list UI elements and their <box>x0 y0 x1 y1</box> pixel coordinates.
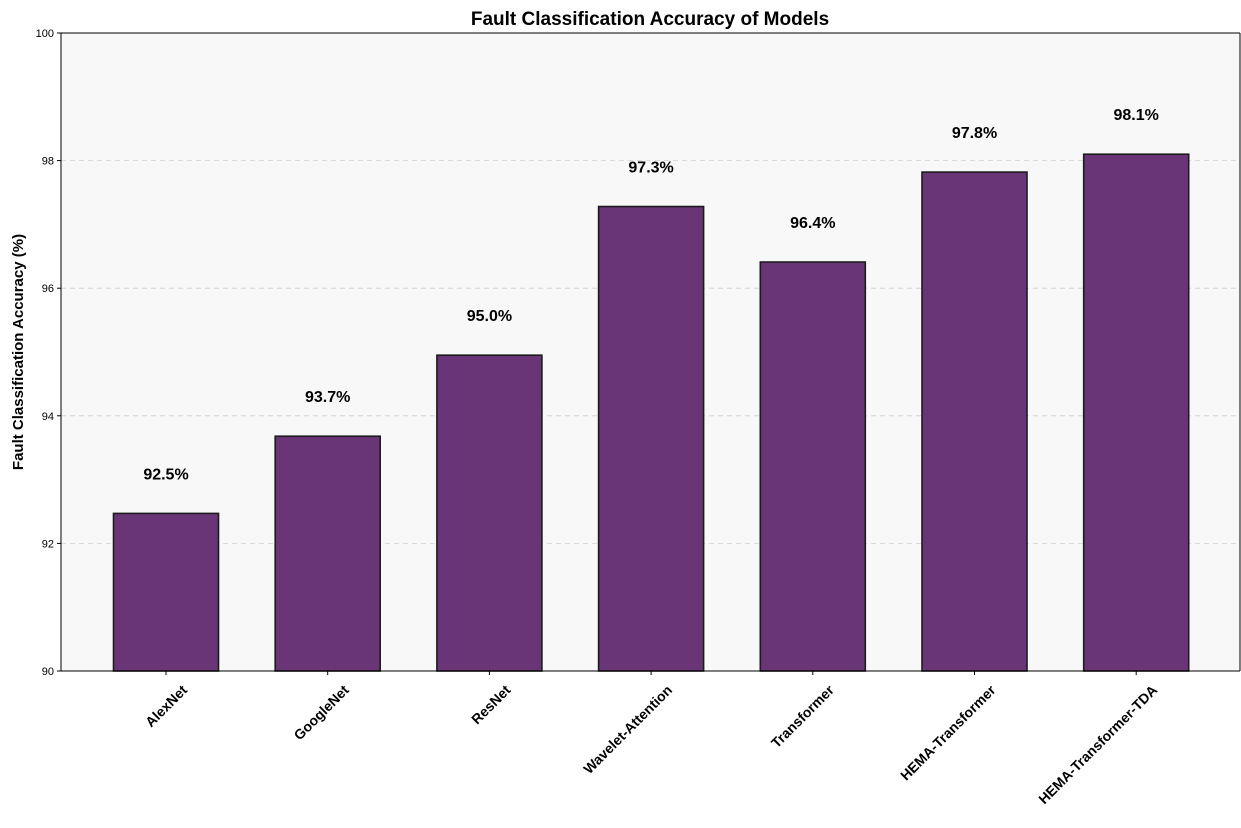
y-tick-label: 94 <box>42 411 54 423</box>
y-ticks: 90 92 94 96 98 100 <box>36 28 61 678</box>
bar <box>1082 153 1190 672</box>
bar <box>597 205 705 672</box>
data-label: 97.8% <box>952 125 997 142</box>
y-tick-label: 98 <box>42 156 54 168</box>
bar <box>759 261 867 672</box>
data-label: 96.4% <box>790 215 835 232</box>
data-label: 95.0% <box>467 308 512 325</box>
data-label: 98.1% <box>1114 107 1159 124</box>
y-tick-label: 100 <box>36 28 54 40</box>
y-tick-label: 90 <box>42 666 54 678</box>
data-label: 93.7% <box>305 389 350 406</box>
chart-title: Fault Classification Accuracy of Models <box>471 9 829 30</box>
data-labels: 92.5% 93.7% 95.0% 97.3% 96.4% 97.8% 98.1% <box>143 107 1159 483</box>
x-tick-label: Transformer <box>768 681 837 750</box>
bar <box>274 435 382 672</box>
y-tick-label: 92 <box>42 538 54 550</box>
bar <box>112 512 220 672</box>
y-axis-label: Fault Classification Accuracy (%) <box>10 234 27 470</box>
x-tick-label: GoogleNet <box>290 682 352 744</box>
x-tick-label: HEMA-Transformer-TDA <box>1035 682 1160 807</box>
x-tick-label: ResNet <box>468 682 514 728</box>
axes <box>60 32 1241 672</box>
x-ticks: AlexNet GoogleNet ResNet Wavelet-Attention T… <box>142 671 1160 807</box>
data-label: 92.5% <box>143 466 188 483</box>
x-tick-label: AlexNet <box>142 682 190 730</box>
data-label: 97.3% <box>628 160 673 177</box>
x-tick-label: HEMA-Transformer <box>897 681 999 783</box>
x-tick-label: Wavelet-Attention <box>580 682 675 777</box>
bar <box>436 354 543 672</box>
y-tick-label: 96 <box>42 283 54 295</box>
bar <box>921 171 1028 672</box>
